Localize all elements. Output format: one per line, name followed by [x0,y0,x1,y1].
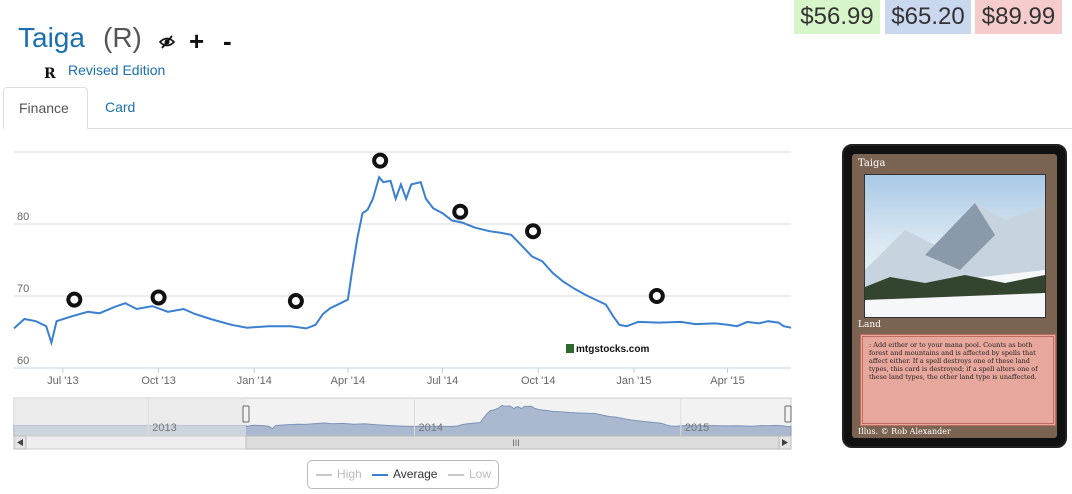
legend-swatch-average [372,473,388,476]
card-artist-credit: Illus. © Rob Alexander [858,427,951,436]
set-name-link[interactable]: Revised Edition [68,62,166,78]
chevron-right-icon [782,439,788,446]
navigator-left-handle[interactable] [242,405,250,423]
x-axis-ticks: Jul '13 Oct '13 Jan '14 Apr '14 Jul '14 Oct '… [14,367,791,387]
fate-reforged-set-icon[interactable] [648,288,665,304]
y-axis-ticks: 60 70 80 [17,211,29,367]
legend-label-high: High [337,467,362,481]
x-tick-label: Jan '15 [616,375,651,387]
x-tick-label: Oct '14 [521,375,556,387]
revised-set-icon: R [44,66,56,82]
card-text-box: : Add either or to your mana pool. Count… [860,334,1056,426]
watermark: mtgstocks.com [566,344,649,355]
set-release-markers [66,152,665,310]
average-price-line [13,175,792,347]
legend-item-average[interactable]: Average [372,461,437,488]
x-tick-label: Jul '13 [47,375,78,387]
low-price-badge: $56.99 [794,0,880,34]
legend-item-low[interactable]: Low [448,461,491,488]
card-image-title: Taiga [858,158,886,169]
card-artwork [864,174,1046,318]
navigator-year-labels: 2013 2014 2015 [147,398,709,436]
remove-from-collection-button[interactable]: - [223,26,232,56]
y-tick-label: 60 [17,355,29,367]
card-type-line: Land [858,320,881,330]
high-price-badge: $89.99 [975,0,1062,34]
navigator-year-label: 2014 [419,422,443,434]
legend-swatch-high [316,473,332,476]
navigator-year-label: 2015 [685,422,709,434]
average-price-badge: $65.20 [885,0,971,34]
mtgstocks-logo-icon [566,344,574,353]
x-tick-label: Apr '14 [331,375,366,387]
legend-swatch-low [448,473,464,476]
card-image-inner: Taiga Land : Add either or to your mana … [852,154,1057,438]
navigator-year-label: 2013 [152,422,176,434]
card-rules-text: : Add either or to your mana pool. Count… [869,341,1038,381]
legend-item-high[interactable]: High [316,461,362,488]
theros-set-icon[interactable] [150,289,167,306]
x-tick-label: Jul '14 [427,375,458,387]
tab-card[interactable]: Card [105,99,136,115]
x-tick-label: Oct '13 [141,375,176,387]
navigator-mask [14,398,247,436]
watermark-text: mtgstocks.com [576,344,649,355]
chart-legend: High Average Low [307,460,499,489]
range-navigator[interactable]: 2013 2014 2015 III [13,397,792,450]
card-name: Taiga [18,22,85,53]
legend-label-average: Average [393,467,438,481]
chart-gridlines [14,151,791,369]
m15-set-icon[interactable] [452,203,469,220]
born-of-the-gods-set-icon[interactable] [287,293,304,310]
chevron-left-icon [17,439,23,446]
tab-bar: Finance Card [3,87,1072,129]
card-rarity: (R) [103,22,142,53]
journey-into-nyx-set-icon[interactable] [372,152,389,169]
navigator-right-handle[interactable] [784,405,792,423]
mountain-artwork [865,203,1045,317]
khans-of-tarkir-set-icon[interactable] [525,223,542,240]
legend-label-low: Low [469,467,492,481]
m14-set-icon[interactable] [66,291,83,308]
eye-slash-icon[interactable] [159,34,175,50]
y-tick-label: 80 [17,211,29,223]
add-to-collection-button[interactable]: + [189,26,205,56]
x-tick-label: Jan '14 [237,375,272,387]
y-tick-label: 70 [17,283,29,295]
scrollbar-grip-icon: III [512,438,520,448]
card-image: Taiga Land : Add either or to your mana … [842,144,1067,448]
tab-finance[interactable]: Finance [3,87,88,129]
x-tick-label: Apr '15 [710,375,745,387]
